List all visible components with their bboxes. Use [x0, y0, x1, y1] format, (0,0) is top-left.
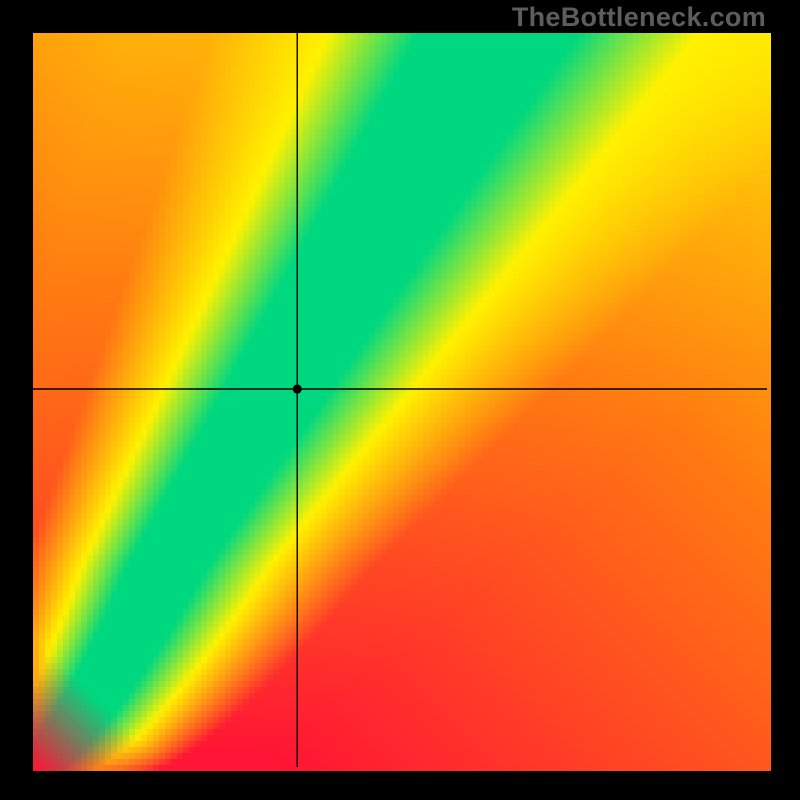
bottleneck-heatmap-canvas: [0, 0, 800, 800]
chart-container: TheBottleneck.com: [0, 0, 800, 800]
